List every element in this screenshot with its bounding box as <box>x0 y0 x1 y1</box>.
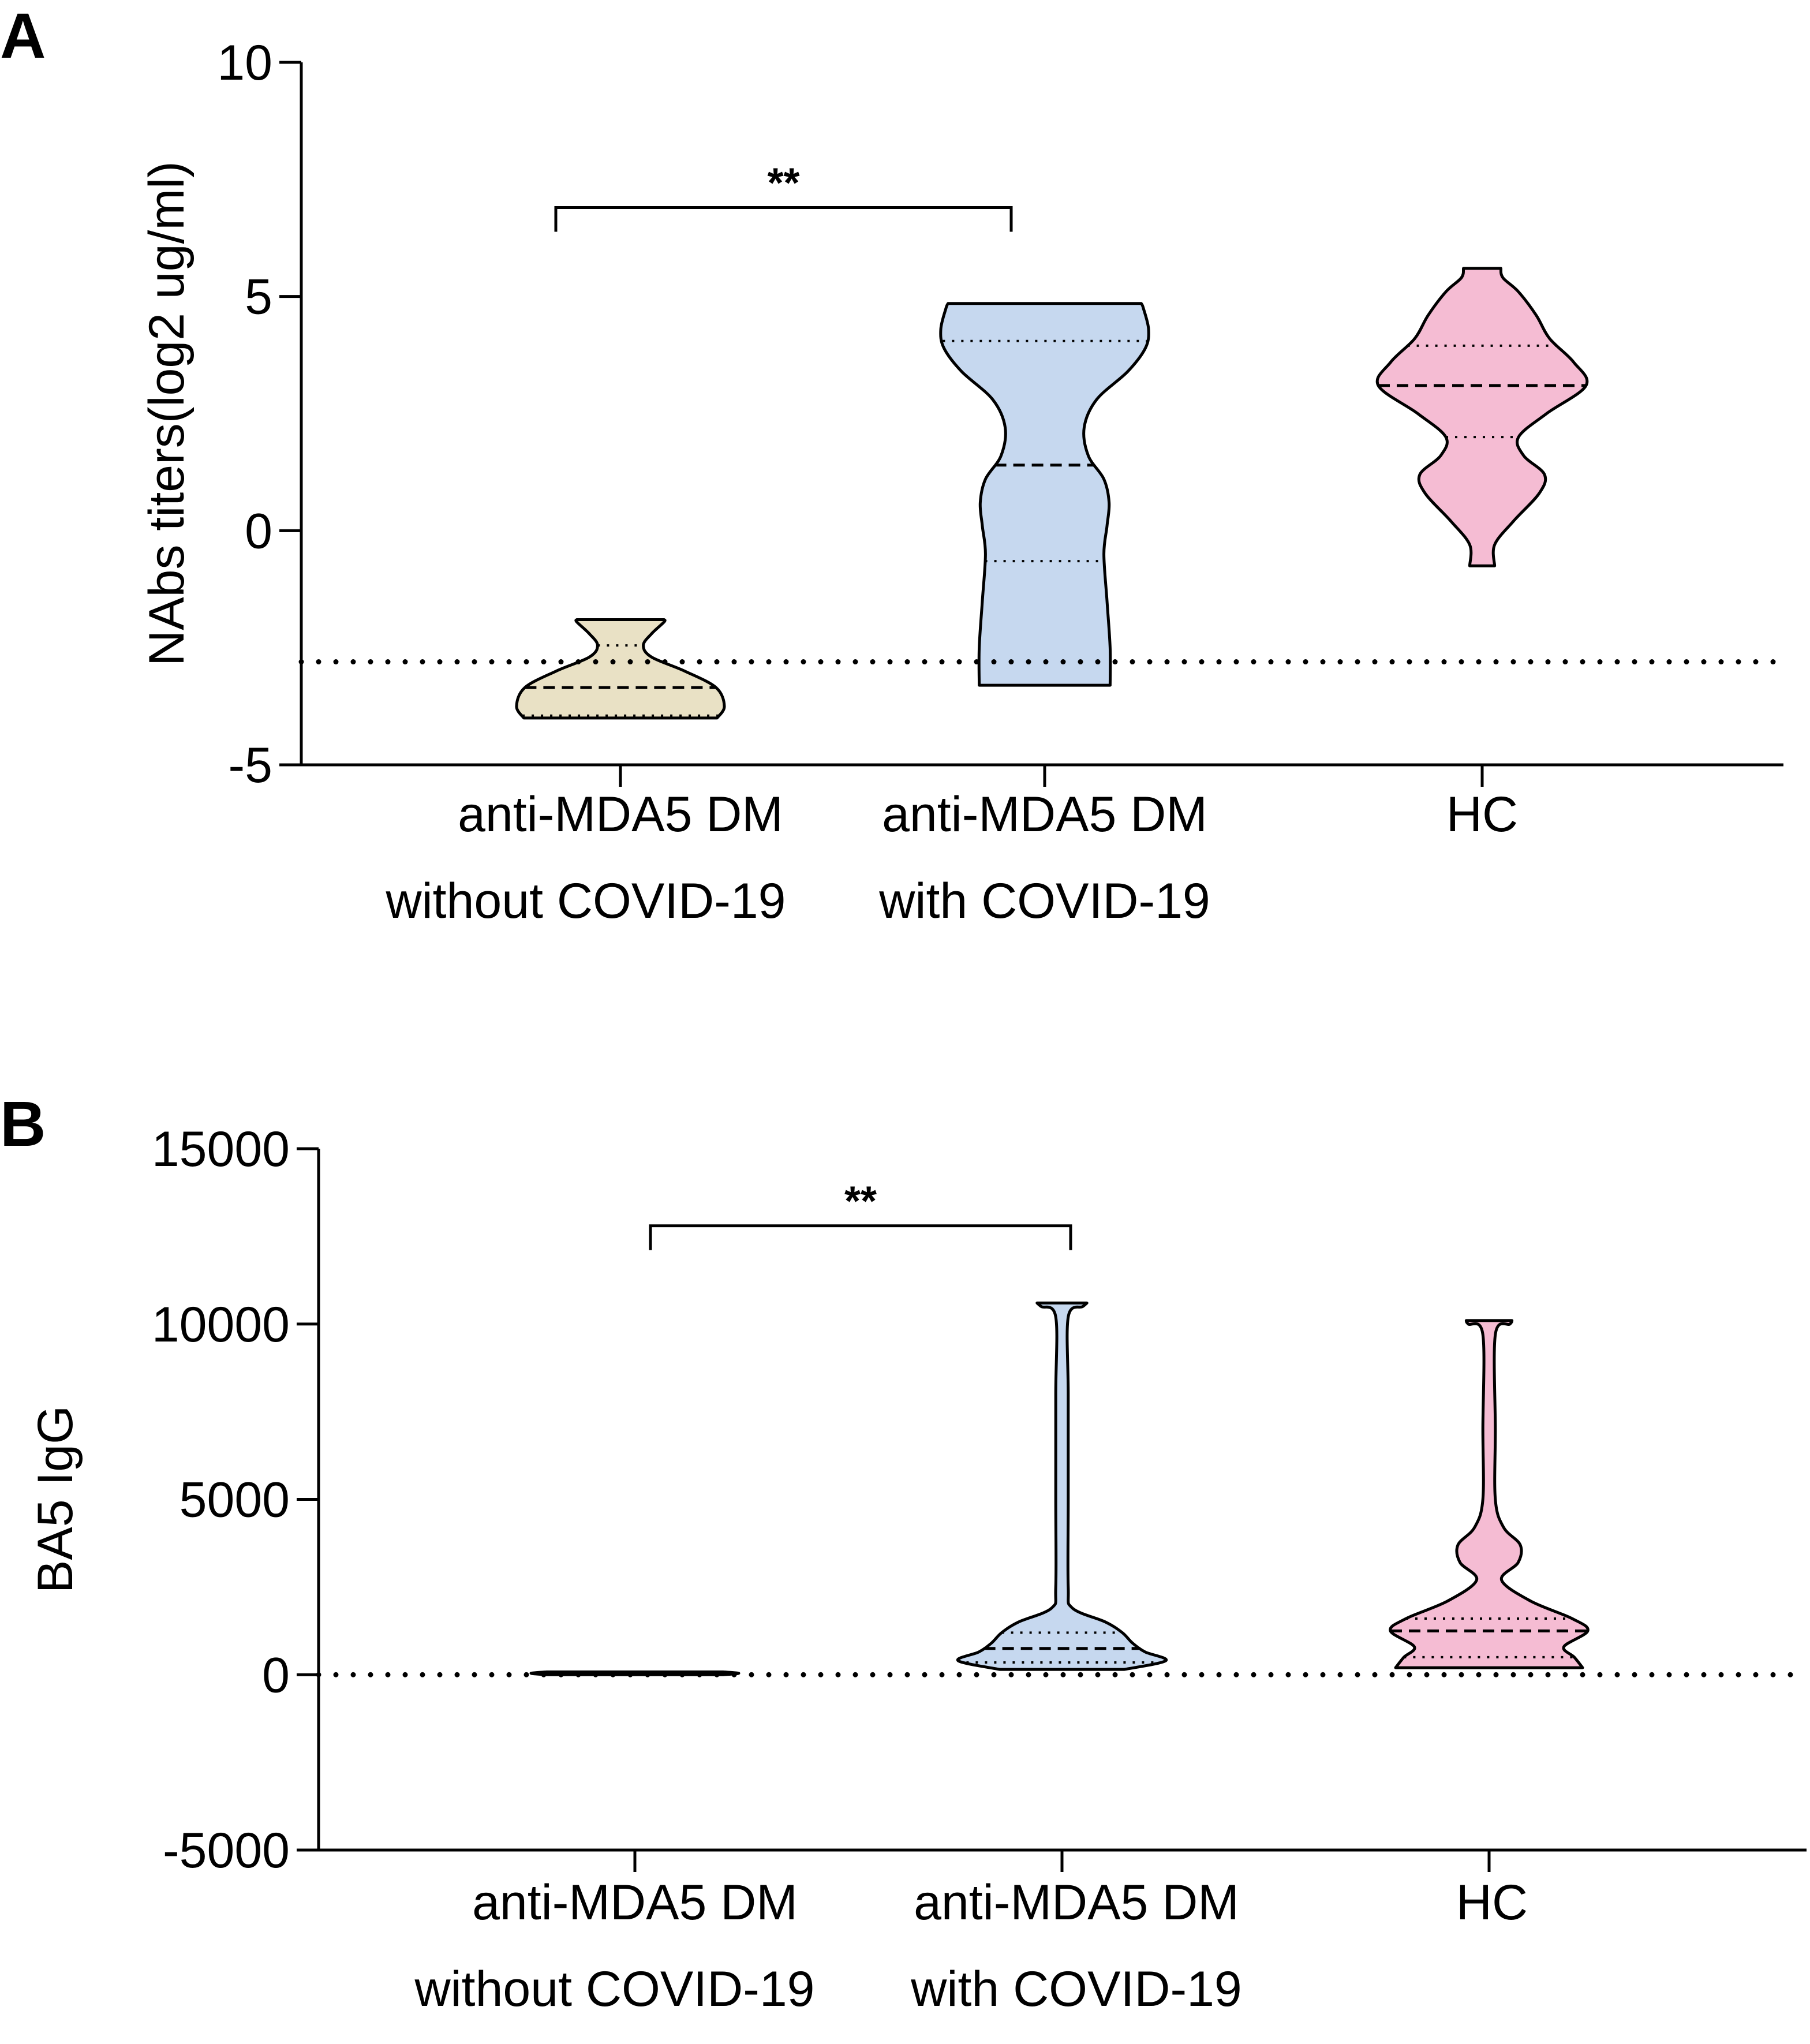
x-category-label: HC <box>1456 1875 1528 1930</box>
violin-body <box>1389 1319 1590 1669</box>
significance-label: ** <box>767 160 799 207</box>
x-category-label: anti-MDA5 DM <box>882 787 1207 842</box>
significance-bracket <box>649 1224 1072 1250</box>
y-tick-label: 10000 <box>152 1297 290 1352</box>
y-tick-label: 15000 <box>152 1122 290 1177</box>
panel-a: A 10 5 0 -5 NAbs titers(log2 ug/ml) anti-MDA5 … <box>0 1 1786 929</box>
y-tick-label: 0 <box>262 1647 290 1703</box>
x-category-label: with COVID-19 <box>910 1961 1242 2017</box>
x-category-label: without COVID-19 <box>385 873 786 929</box>
violin-body <box>515 618 726 720</box>
x-category-label: anti-MDA5 DM <box>472 1875 798 1930</box>
x-category-label: with COVID-19 <box>878 873 1210 929</box>
y-tick-label: -5 <box>229 738 272 793</box>
panel-letter: B <box>0 1089 46 1160</box>
y-axis-title: BA5 IgG <box>28 1406 83 1593</box>
x-category-label: anti-MDA5 DM <box>458 787 783 842</box>
y-tick-label: 10 <box>217 35 272 91</box>
x-category-label: anti-MDA5 DM <box>914 1875 1239 1930</box>
significance-bracket <box>554 206 1013 232</box>
x-category-label: HC <box>1446 787 1518 842</box>
y-tick-label: 0 <box>245 503 272 559</box>
panel-b: B 15000 10000 5000 0 -5000 BA5 IgG anti-MDA5 DM… <box>0 1089 1809 2017</box>
panel-letter: A <box>0 1 46 72</box>
y-tick-label: 5 <box>245 270 272 325</box>
violin-body <box>939 302 1150 687</box>
y-tick-label: 5000 <box>179 1473 290 1528</box>
violin-body <box>1375 267 1589 567</box>
significance-label: ** <box>844 1179 877 1225</box>
y-tick-label: -5000 <box>163 1823 290 1878</box>
y-axis-title: NAbs titers(log2 ug/ml) <box>139 161 195 666</box>
x-category-label: without COVID-19 <box>414 1961 814 2017</box>
violin-body <box>956 1301 1168 1671</box>
